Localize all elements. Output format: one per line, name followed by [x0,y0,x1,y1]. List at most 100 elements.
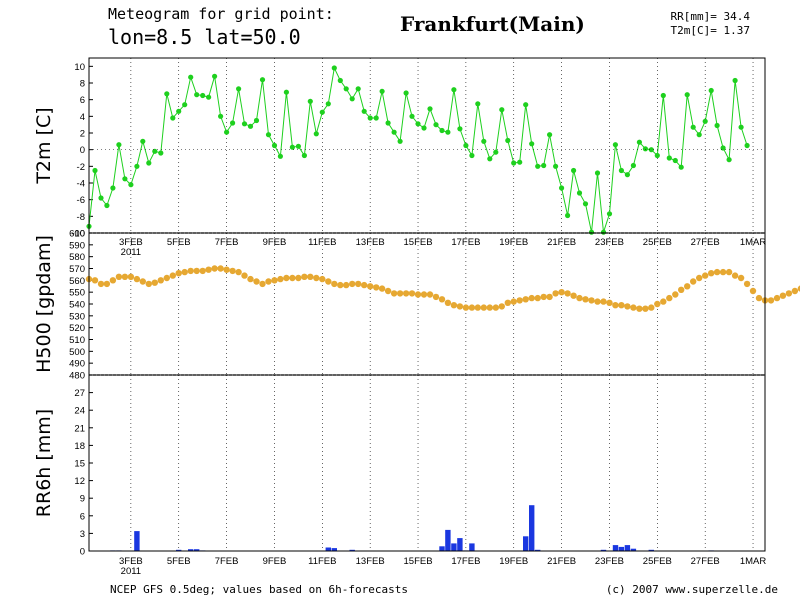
h500-point [115,273,123,280]
y-tick-label: 10 [74,62,85,73]
t2m-point [301,152,307,159]
meteogram-title: Meteogram for grid point: [108,5,334,23]
h500-point [217,265,224,272]
h500-point [725,268,733,276]
h500-point [708,270,715,277]
h500-point [797,285,800,292]
h500-point [522,296,529,303]
x-tick-label: 9FEB [263,556,287,567]
h500-point [313,274,320,282]
h500-point [414,291,422,298]
t2m-point [415,121,421,127]
y-tick-label: 27 [74,388,85,399]
y-tick-label: -6 [77,195,85,206]
y-tick-label: 480 [69,371,85,382]
x-tick-label: 5FEB [167,556,191,567]
y-tick-label: 24 [74,406,85,417]
t2m-point [230,120,236,126]
grid-point-coords: lon=8.5 lat=50.0 [108,25,301,49]
t2m-point [122,176,128,182]
t2m-point [128,182,134,188]
t2m-point [331,65,337,71]
t2m-point [457,126,463,132]
h500-point [211,265,218,272]
h500-point [408,290,416,297]
y-tick-label: -4 [77,179,85,190]
rr6h-bar [331,548,337,551]
x-tick-label: 11FEB [308,556,336,567]
t2m-point [176,108,182,114]
t2m-point [295,143,301,149]
x-tick-label: 15FEB [404,237,433,248]
t2m-point [403,90,409,96]
t2m-point [696,132,702,138]
t2m-point [565,212,571,219]
h500-point [205,266,212,273]
t2m-point [146,160,152,166]
h500-point [498,303,505,310]
h500-point [307,273,314,280]
t2m-point [361,108,367,114]
t2m-point [541,162,547,169]
h500-point [737,274,745,282]
x-tick-label: 11FEB [308,237,336,248]
h500-point [127,273,135,280]
y-tick-label: 6 [80,95,85,106]
h500-point [426,291,434,298]
t2m-point [690,124,696,130]
h500-point [648,304,655,311]
x-tick-label: 3FEB [119,556,143,567]
t2m-point [206,94,212,100]
h500-point [133,275,141,283]
h500-point [468,304,476,311]
h500-point [199,267,206,275]
t2m-point [445,129,451,135]
t2m-point [588,229,595,235]
t2m-point [349,96,355,102]
h500-point [151,279,158,286]
h500-point [624,303,631,310]
x-tick-label: 17FEB [451,237,480,248]
h500-point [355,280,362,288]
h500-point [343,281,350,289]
t2m-point [535,163,541,169]
h500-point [767,297,775,304]
copyright-credit: (c) 2007 www.superzelle.de [605,583,778,596]
h500-point [432,293,440,301]
h500-point [492,304,499,311]
y-tick-label: 8 [80,79,85,90]
rr6h-bar [188,549,194,551]
h500-point [486,304,493,311]
t2m-point [355,86,361,92]
h500-point [361,281,368,289]
t2m-point [481,138,487,144]
x-tick-label: 5FEB [167,237,191,248]
y-tick-label: 600 [69,229,85,240]
t2m-point [289,144,295,150]
t2m-point [517,159,523,165]
h500-point [719,268,727,276]
t2m-point [523,102,529,108]
t2m-point [475,101,481,107]
h500-point [181,268,188,276]
h500-point [157,277,164,284]
h500-point [654,300,661,308]
h500-point [516,297,523,304]
h500-point [713,268,721,276]
x-tick-label: 3FEB [119,237,143,248]
t2m-point [307,98,313,104]
t2m-point [212,73,218,79]
x-tick-label: 9FEB [263,237,287,248]
h500-point [474,304,481,311]
t2m-point [708,87,714,94]
h500-point [337,281,344,289]
y-axis-label: T2m [C] [33,107,55,184]
h500-point [193,267,200,275]
t2m-point [265,132,272,138]
h500-point [588,297,595,304]
h500-point [678,286,685,293]
x-tick-label: 23FEB [595,556,624,567]
h500-point [564,290,571,297]
